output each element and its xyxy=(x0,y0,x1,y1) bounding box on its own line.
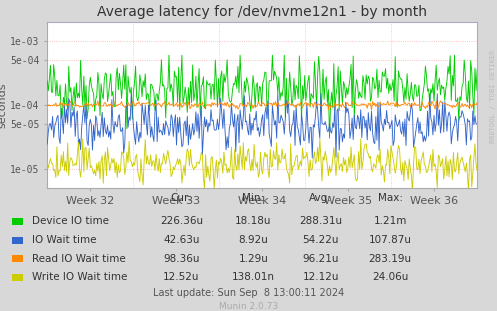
Text: 288.31u: 288.31u xyxy=(299,216,342,226)
Text: 54.22u: 54.22u xyxy=(302,235,339,245)
Text: 96.21u: 96.21u xyxy=(302,254,339,264)
Text: 12.12u: 12.12u xyxy=(302,272,339,282)
Text: IO Wait time: IO Wait time xyxy=(32,235,97,245)
Text: 18.18u: 18.18u xyxy=(235,216,272,226)
Text: Write IO Wait time: Write IO Wait time xyxy=(32,272,128,282)
Text: 107.87u: 107.87u xyxy=(369,235,412,245)
Text: 1.29u: 1.29u xyxy=(239,254,268,264)
Text: 24.06u: 24.06u xyxy=(372,272,409,282)
Title: Average latency for /dev/nvme12n1 - by month: Average latency for /dev/nvme12n1 - by m… xyxy=(97,5,427,19)
Text: 1.21m: 1.21m xyxy=(373,216,407,226)
Text: 226.36u: 226.36u xyxy=(160,216,203,226)
Text: 98.36u: 98.36u xyxy=(163,254,200,264)
Text: Munin 2.0.73: Munin 2.0.73 xyxy=(219,301,278,310)
Text: 12.52u: 12.52u xyxy=(163,272,200,282)
Text: 138.01n: 138.01n xyxy=(232,272,275,282)
Text: Last update: Sun Sep  8 13:00:11 2024: Last update: Sun Sep 8 13:00:11 2024 xyxy=(153,288,344,298)
Text: 42.63u: 42.63u xyxy=(163,235,200,245)
Text: Cur:: Cur: xyxy=(170,193,192,202)
Text: Avg:: Avg: xyxy=(309,193,332,202)
Text: Max:: Max: xyxy=(378,193,403,202)
Text: RRDTOOL / TOBI OETIKER: RRDTOOL / TOBI OETIKER xyxy=(490,50,496,143)
Text: 283.19u: 283.19u xyxy=(369,254,412,264)
Text: 8.92u: 8.92u xyxy=(239,235,268,245)
Text: Device IO time: Device IO time xyxy=(32,216,109,226)
Text: Min:: Min: xyxy=(243,193,264,202)
Y-axis label: seconds: seconds xyxy=(0,82,7,128)
Text: Read IO Wait time: Read IO Wait time xyxy=(32,254,126,264)
